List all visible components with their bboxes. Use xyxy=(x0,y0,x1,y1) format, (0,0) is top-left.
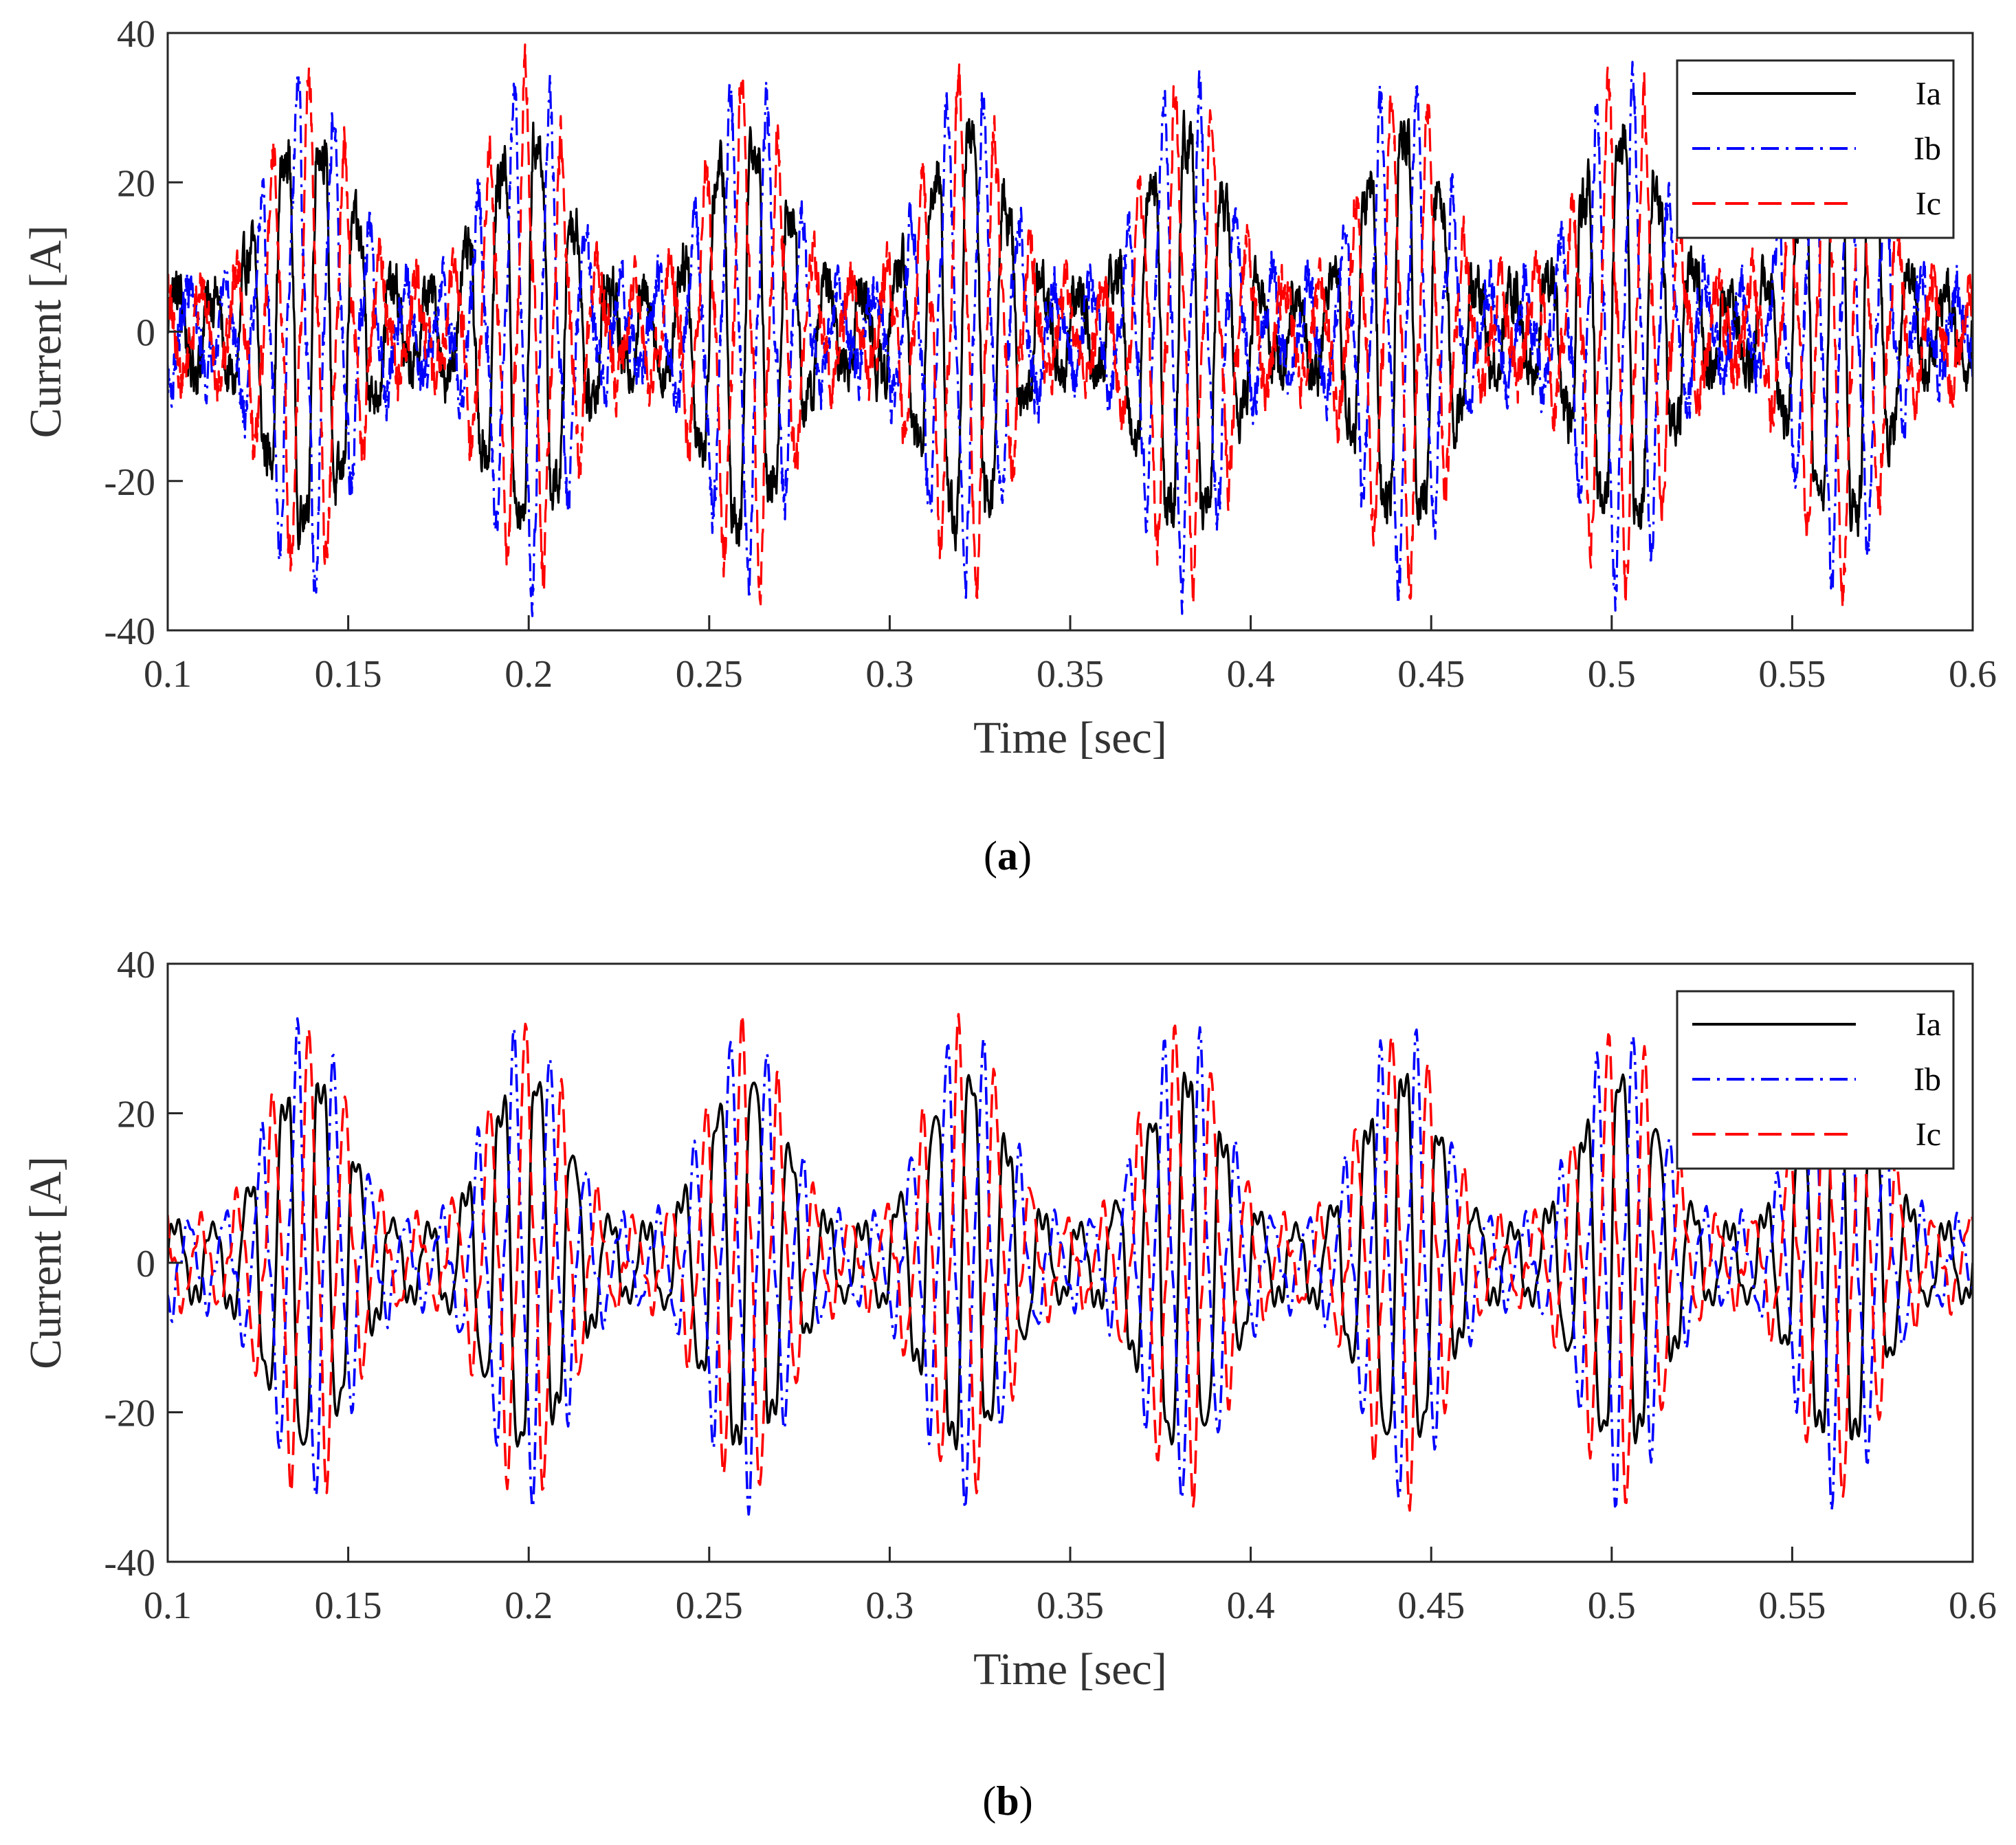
legend-box xyxy=(1676,990,1955,1170)
y-tick-label: 0 xyxy=(136,312,155,355)
x-tick-label: 0.15 xyxy=(315,1584,382,1627)
series-group xyxy=(168,43,1973,617)
y-tick-label: -20 xyxy=(104,1393,155,1435)
chart-panel-b: 0.1 0.15 0.2 0.25 0.3 0.35 0.4 0.45 0.5 0.55 0.6 -4… xyxy=(21,944,1997,1694)
y-tick-label: -40 xyxy=(104,610,155,653)
x-tick-label: 0.3 xyxy=(865,1584,913,1627)
caption-a: (a) xyxy=(984,833,1032,879)
x-tick-label: 0.1 xyxy=(144,1584,192,1627)
y-axis-label: Current [A] xyxy=(21,225,71,439)
legend-label-ia: Ia xyxy=(1916,1006,1941,1043)
x-tick-label: 0.25 xyxy=(676,1584,743,1627)
y-axis-label: Current [A] xyxy=(21,1156,71,1369)
x-tick-label: 0.5 xyxy=(1588,653,1636,696)
x-tick-label: 0.15 xyxy=(315,653,382,696)
legend: Ia Ib Ic xyxy=(1676,59,1955,239)
legend-label-ic: Ic xyxy=(1916,186,1941,222)
x-tick-label: 0.55 xyxy=(1758,653,1826,696)
series-group xyxy=(168,1013,1973,1516)
legend-label-ib: Ib xyxy=(1914,131,1941,167)
caption-b: (b) xyxy=(982,1778,1032,1824)
x-tick-label: 0.1 xyxy=(144,653,192,696)
series-line-ia xyxy=(168,109,1973,552)
series-line-ib xyxy=(168,59,1973,617)
y-tick-label: 40 xyxy=(117,944,155,986)
x-tick-label: 0.4 xyxy=(1227,1584,1275,1627)
x-axis-label: Time [sec] xyxy=(973,713,1167,763)
caption-b-letter: b xyxy=(996,1778,1019,1824)
y-tick-label: -20 xyxy=(104,461,155,504)
series-line-ic xyxy=(168,1013,1973,1512)
series-line-ic xyxy=(168,43,1973,610)
x-tick-label: 0.6 xyxy=(1949,653,1997,696)
x-tick-label: 0.55 xyxy=(1758,1584,1826,1627)
y-tick-label: -40 xyxy=(104,1542,155,1584)
y-tick-label: 20 xyxy=(117,1094,155,1136)
x-tick-label: 0.3 xyxy=(865,653,913,696)
series-line-ia xyxy=(168,1072,1973,1450)
legend-box xyxy=(1676,59,1955,239)
legend-label-ic: Ic xyxy=(1916,1116,1941,1153)
legend-label-ia: Ia xyxy=(1916,76,1941,112)
x-tick-label: 0.5 xyxy=(1588,1584,1636,1627)
x-tick-label: 0.35 xyxy=(1037,1584,1104,1627)
x-axis-label: Time [sec] xyxy=(973,1644,1167,1694)
chart-panel-a: 0.1 0.15 0.2 0.25 0.3 0.35 0.4 0.45 0.5 0.55 0.6 -4… xyxy=(21,13,1997,763)
legend-label-ib: Ib xyxy=(1914,1061,1941,1098)
x-tick-label: 0.45 xyxy=(1397,1584,1465,1627)
x-tick-label: 0.2 xyxy=(505,1584,553,1627)
x-tick-label: 0.6 xyxy=(1949,1584,1997,1627)
x-tick-label: 0.35 xyxy=(1037,653,1104,696)
x-tick-label: 0.45 xyxy=(1397,653,1465,696)
x-tick-label: 0.25 xyxy=(676,653,743,696)
y-tick-label: 0 xyxy=(136,1243,155,1285)
y-tick-label: 40 xyxy=(117,13,155,56)
y-tick-label: 20 xyxy=(117,162,155,205)
caption-a-letter: a xyxy=(997,833,1018,879)
x-tick-label: 0.2 xyxy=(505,653,553,696)
legend: Ia Ib Ic xyxy=(1676,990,1955,1170)
series-line-ib xyxy=(168,1017,1973,1516)
x-tick-label: 0.4 xyxy=(1227,653,1275,696)
